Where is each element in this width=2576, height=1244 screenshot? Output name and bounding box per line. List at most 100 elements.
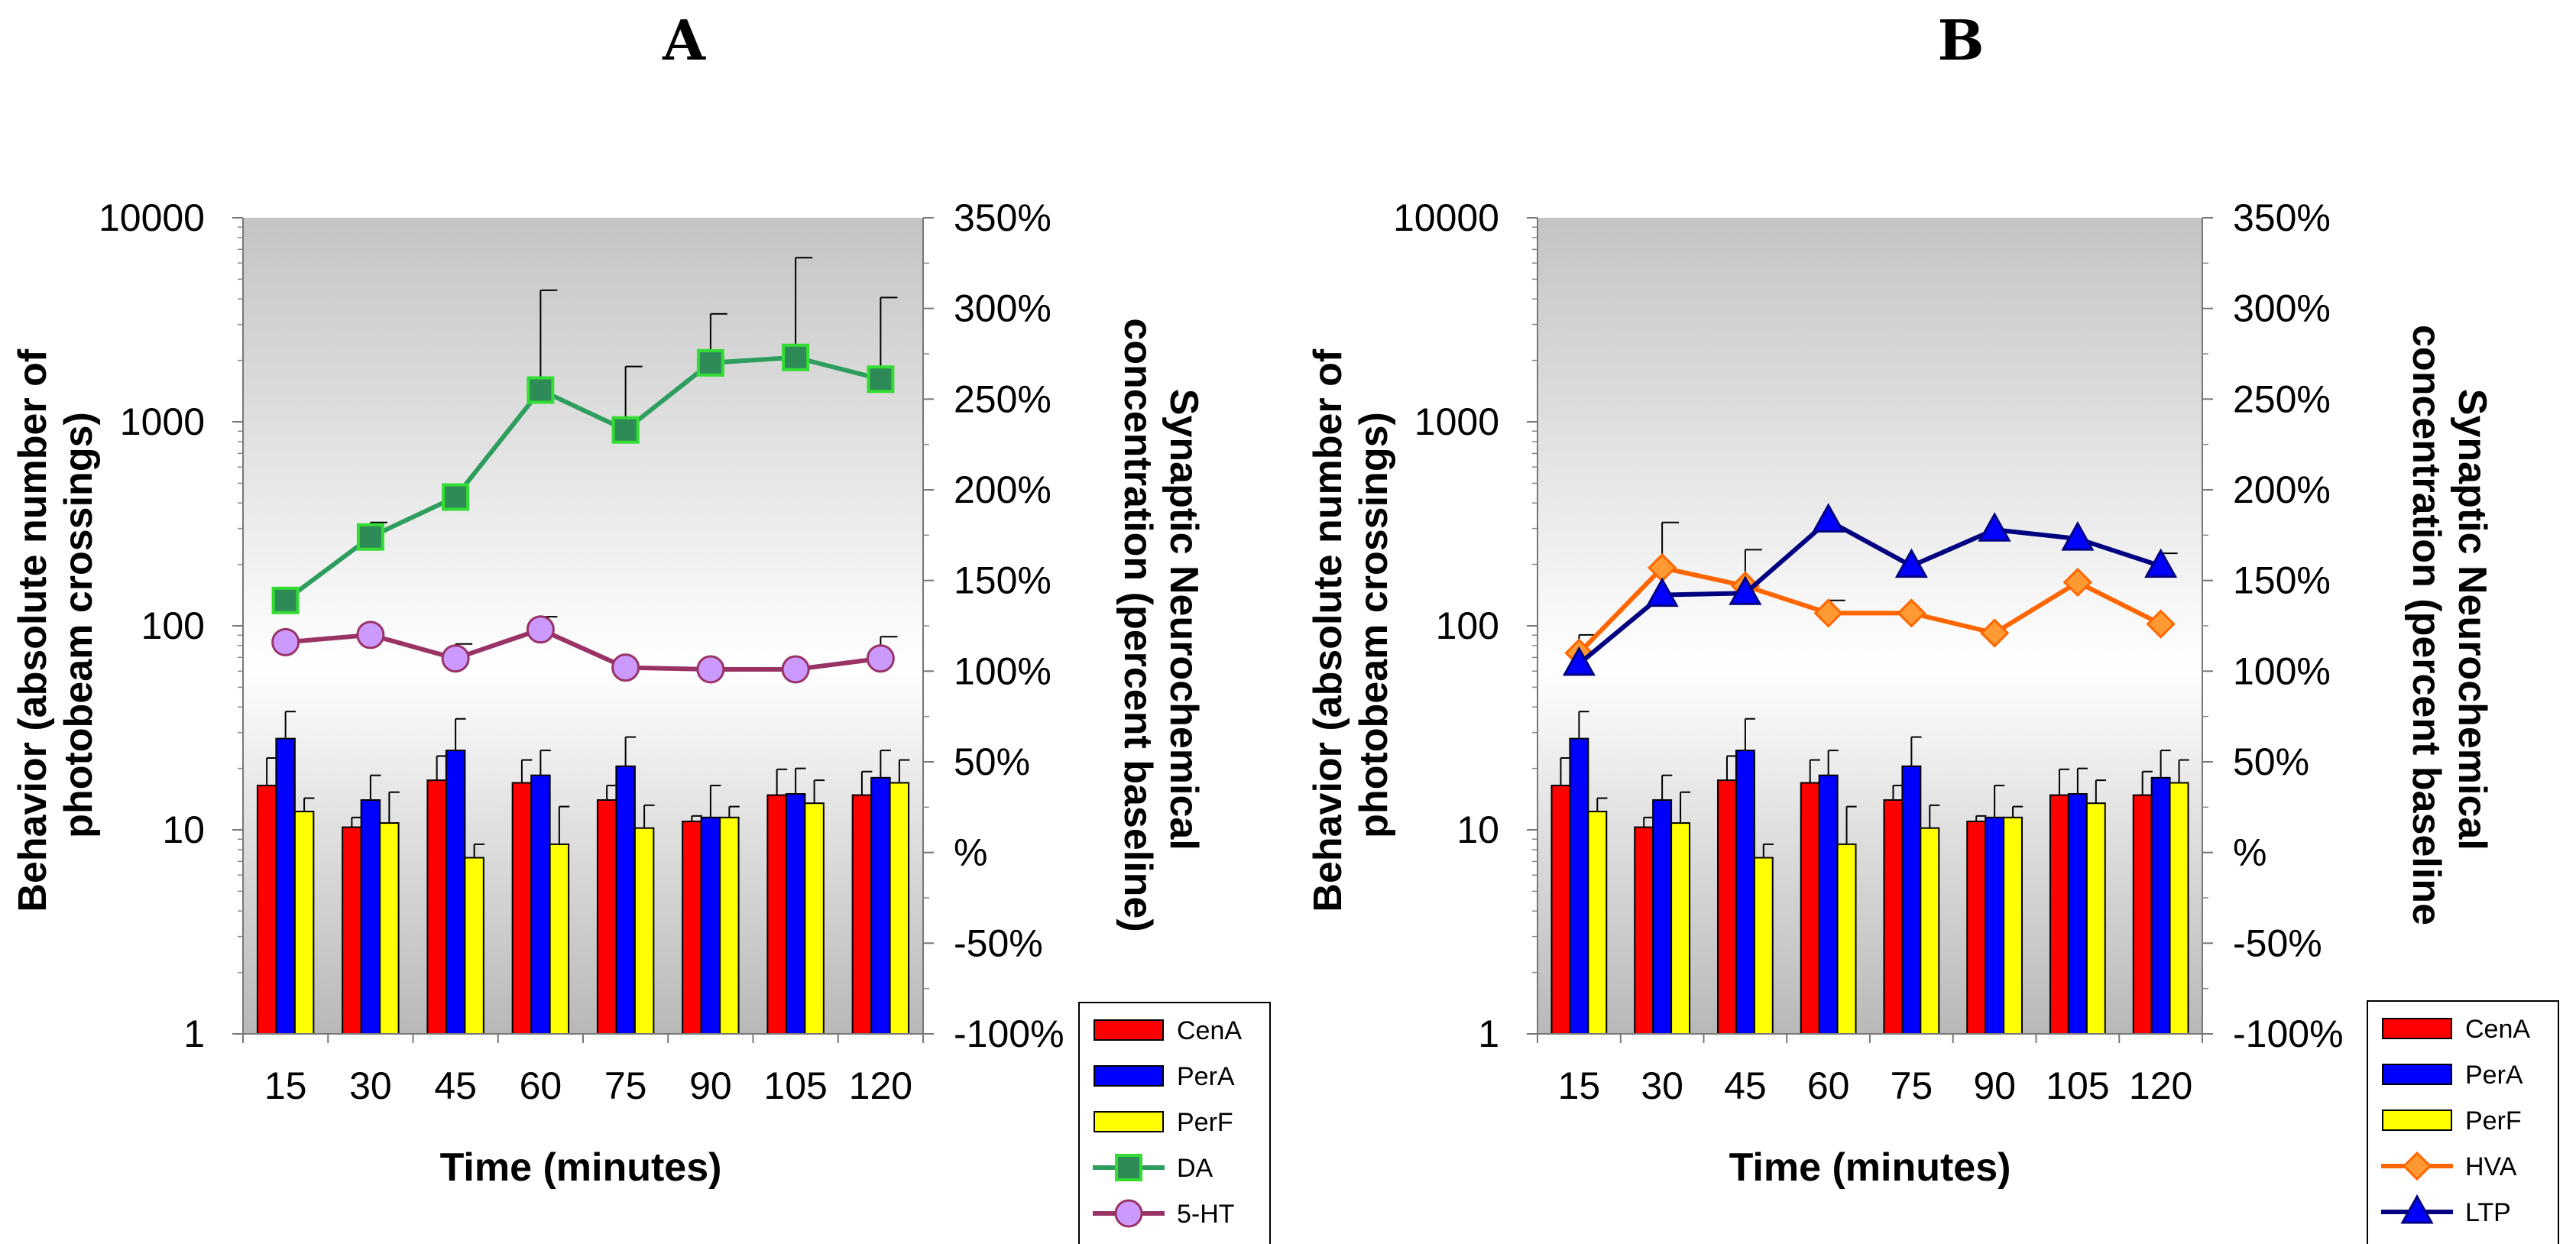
bar-pera bbox=[275, 737, 296, 1035]
x-tick-label: 15 bbox=[264, 1064, 307, 1107]
series-line-da bbox=[284, 355, 882, 603]
legend-label-pera: PerA bbox=[1177, 1062, 1235, 1091]
y-right-tick-label: 350% bbox=[2233, 196, 2331, 239]
legend-label-perf: PerF bbox=[1177, 1108, 1233, 1137]
legend-label-5-ht: 5-HT bbox=[1177, 1200, 1235, 1229]
x-tick-label: 60 bbox=[520, 1064, 562, 1107]
y-left-tick-label: 100 bbox=[1436, 604, 1499, 647]
bar-cena bbox=[1634, 826, 1654, 1035]
y-right-title-line-1: Synaptic Neurochemical bbox=[2450, 389, 2494, 850]
x-tick-label: 45 bbox=[1724, 1064, 1767, 1107]
bar-cena bbox=[682, 820, 702, 1035]
bar-perf bbox=[2085, 802, 2106, 1035]
point-5-ht bbox=[696, 655, 725, 684]
point-ltp bbox=[1729, 575, 1762, 605]
point-hva bbox=[2146, 609, 2176, 639]
bar-pera bbox=[870, 776, 891, 1035]
bar-cena bbox=[1716, 779, 1737, 1035]
legend-label-hva: HVA bbox=[2465, 1152, 2517, 1181]
point-5-ht bbox=[441, 644, 470, 673]
bar-cena bbox=[511, 782, 533, 1035]
point-ltp bbox=[2144, 548, 2178, 578]
y-left-title: Behavior (absolute number of photobeam c… bbox=[1306, 338, 1396, 912]
legend: CenA PerA PerF HVA LTP bbox=[2367, 1000, 2559, 1244]
y-right-tick-label: 100% bbox=[2233, 650, 2331, 692]
bar-pera bbox=[700, 816, 721, 1035]
bar-perf bbox=[2003, 816, 2024, 1035]
y-right-title: Synaptic Neurochemical concentration (pe… bbox=[2404, 325, 2494, 925]
bar-cena bbox=[2049, 794, 2069, 1035]
legend-marker-ltp bbox=[2400, 1194, 2434, 1224]
legend: CenA PerA PerF DA 5-HT bbox=[1078, 1002, 1271, 1244]
legend-label-cena: CenA bbox=[2465, 1015, 2530, 1044]
legend-label-cena: CenA bbox=[1177, 1016, 1242, 1045]
y-right-tick-label: 200% bbox=[2233, 468, 2331, 511]
y-right-tick-label: 250% bbox=[2233, 377, 2331, 420]
bar-pera bbox=[615, 765, 636, 1035]
bar-perf bbox=[1836, 843, 1857, 1035]
bar-cena bbox=[851, 794, 873, 1035]
bar-perf bbox=[889, 782, 910, 1035]
legend-marker-5-ht bbox=[1114, 1199, 1143, 1228]
y-left-tick-label: 10000 bbox=[99, 196, 205, 239]
bar-perf bbox=[1587, 810, 1608, 1035]
bar-pera bbox=[2067, 792, 2088, 1035]
lines bbox=[271, 257, 898, 684]
x-tick-label: 60 bbox=[1807, 1064, 1850, 1107]
point-hva bbox=[1980, 618, 2010, 648]
bar-cena bbox=[2132, 794, 2153, 1035]
y-left-tick-label: 10000 bbox=[1393, 196, 1499, 239]
y-right-tick-label: % bbox=[954, 831, 987, 874]
legend-swatch-cena bbox=[1094, 1019, 1164, 1041]
y-left-tick-label: 1 bbox=[183, 1012, 205, 1055]
axes: 1 10 100 1000 10000 -100% -50%% 50% 100% 150% 200%… bbox=[99, 196, 1064, 1107]
series-line-ltp bbox=[1577, 517, 2162, 666]
legend-swatch-perf bbox=[2382, 1110, 2452, 1131]
x-tick-label: 45 bbox=[434, 1064, 477, 1107]
bar-perf bbox=[633, 827, 655, 1035]
point-ltp bbox=[2061, 521, 2095, 551]
point-da bbox=[442, 483, 470, 511]
bar-pera bbox=[360, 799, 381, 1035]
bar-perf bbox=[1670, 822, 1691, 1035]
bar-perf bbox=[719, 816, 740, 1035]
y-left-tick-label: 1000 bbox=[120, 400, 205, 443]
panel-a: A 1 10 100 1000 10000 -100% -50%% 50% 100% 150% 20… bbox=[11, 8, 1271, 1244]
bar-pera bbox=[1818, 774, 1839, 1035]
point-da bbox=[782, 343, 810, 371]
point-hva bbox=[1897, 598, 1926, 628]
y-right-tick-label: 300% bbox=[954, 287, 1051, 330]
bar-perf bbox=[293, 810, 315, 1035]
bar-cena bbox=[426, 779, 447, 1035]
x-tick-label: 105 bbox=[2046, 1064, 2109, 1107]
y-right-tick-label: 150% bbox=[954, 559, 1051, 602]
panel-title: B bbox=[1938, 8, 1985, 73]
y-right-tick-label: 100% bbox=[954, 650, 1051, 692]
bar-perf bbox=[464, 857, 484, 1035]
point-ltp bbox=[1562, 646, 1596, 676]
x-tick-label: 120 bbox=[849, 1064, 912, 1107]
x-tick-label: 105 bbox=[763, 1064, 827, 1107]
legend-marker-da bbox=[1115, 1154, 1142, 1181]
point-da bbox=[271, 586, 300, 614]
bar-pera bbox=[445, 750, 466, 1035]
y-left-title: Behavior (absolute number of photobeam c… bbox=[11, 338, 101, 912]
y-right-tick-label: 200% bbox=[954, 468, 1051, 511]
x-tick-label: 120 bbox=[2129, 1064, 2192, 1107]
point-ltp bbox=[1812, 503, 1845, 533]
point-da bbox=[696, 348, 724, 377]
point-5-ht bbox=[356, 620, 385, 650]
x-axis-title: Time (minutes) bbox=[1729, 1145, 2011, 1190]
legend-label-perf: PerF bbox=[2465, 1106, 2522, 1135]
y-left-tick-label: 10 bbox=[1456, 808, 1499, 851]
bar-perf bbox=[2169, 782, 2189, 1035]
series-line-5-ht bbox=[285, 627, 881, 672]
bars bbox=[256, 711, 910, 1035]
panel-b: B 1 10 100 1000 10000 -100% -50%% 50% 100% 150% 20… bbox=[1306, 8, 2559, 1244]
y-right-title-line-2: concentration (percent baseline bbox=[2404, 325, 2448, 925]
bar-cena bbox=[1966, 820, 1987, 1035]
legend-swatch-pera bbox=[2382, 1064, 2452, 1085]
y-left-tick-label: 1 bbox=[1478, 1012, 1499, 1055]
legend-label-ltp: LTP bbox=[2465, 1198, 2511, 1227]
